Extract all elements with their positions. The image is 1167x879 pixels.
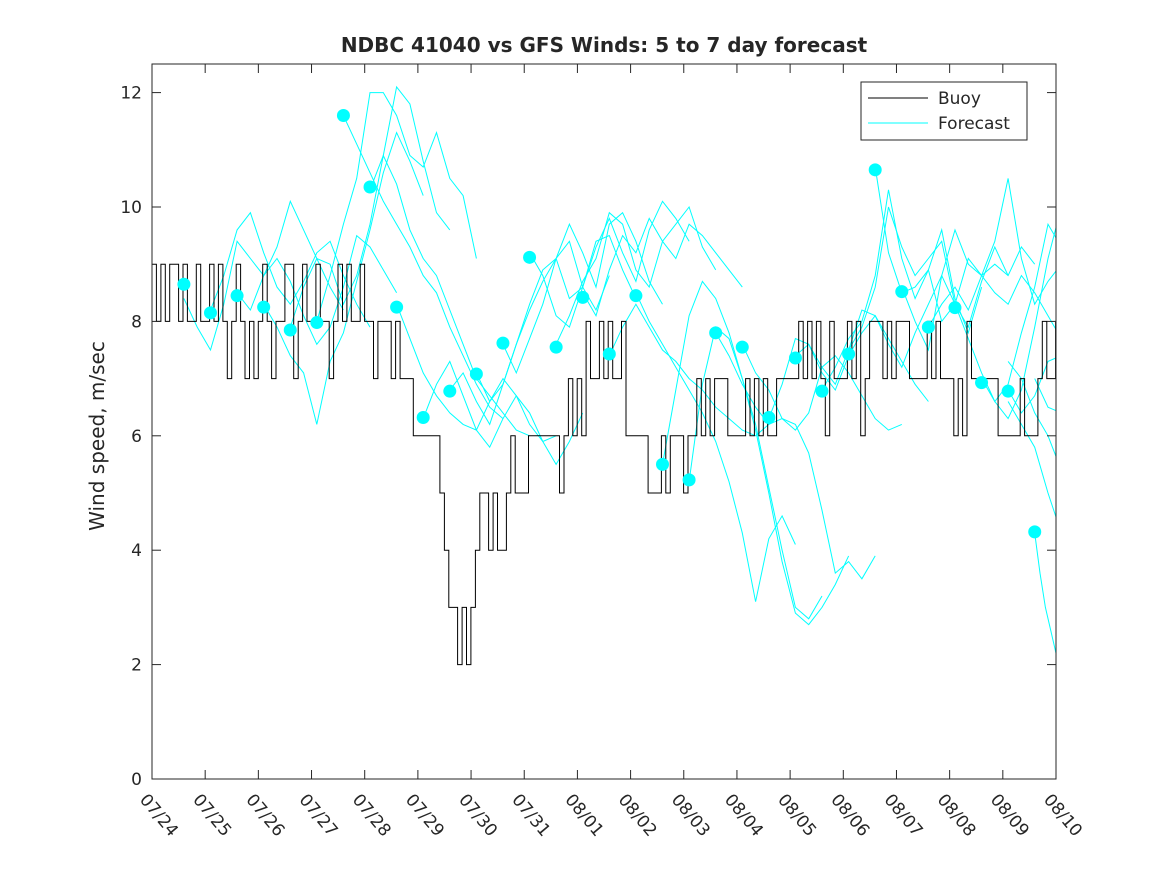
forecast-marker-11 [443,384,457,398]
forecast-marker-19 [655,457,669,471]
forecast-marker-13 [496,336,510,350]
forecast-line-24 [795,274,956,392]
forecast-line-4 [263,131,424,425]
forecast-marker-18 [629,289,643,303]
forecast-line-2 [210,211,371,328]
forecast-line-25 [821,189,983,391]
forecast-line-36 [1034,532,1056,655]
forecast-line-29 [927,178,1056,328]
forecast-marker-12 [469,367,483,381]
forecast-marker-30 [948,301,962,315]
forecast-marker-22 [735,340,749,354]
forecast-line-21 [715,332,876,580]
forecast-marker-28 [895,285,909,299]
axes-box [151,63,1057,780]
forecast-marker-10 [416,410,430,424]
forecast-marker-20 [682,473,696,487]
forecast-line-34 [1007,361,1056,458]
y-tick-label: 4 [131,541,142,561]
forecast-marker-32 [1001,384,1015,398]
forecast-marker-21 [709,326,723,340]
forecast-marker-25 [815,384,829,398]
y-tick-label: 0 [131,770,142,790]
y-tick-label: 12 [120,84,142,104]
buoy-line [152,263,1056,666]
y-axis-label: Wind speed, m/sec [85,341,109,531]
forecast-line-18 [635,292,796,602]
y-tick-label: 6 [131,427,142,447]
forecast-marker-17 [602,347,616,361]
forecast-marker-9 [390,300,404,314]
y-tick-label: 10 [120,198,142,218]
forecast-line-14 [529,200,690,328]
forecast-line-31 [981,225,1056,420]
forecast-line-7 [342,115,504,419]
legend-box [860,81,1028,141]
forecast-marker-23 [762,410,776,424]
forecast-marker-5 [283,323,297,337]
forecast-line-26 [848,206,1009,351]
forecast-marker-26 [842,347,856,361]
forecast-marker-24 [788,351,802,365]
legend-buoy-label: Buoy [938,89,981,109]
forecast-line-10 [422,360,584,466]
forecast-marker-29 [921,320,935,334]
forecast-marker-16 [576,290,590,304]
forecast-marker-6 [310,316,324,330]
forecast-line-17 [608,303,770,437]
forecast-line-35 [1007,401,1056,519]
legend-forecast-label: Forecast [938,114,1010,134]
plot-area [152,85,1056,666]
forecast-marker-4 [257,300,271,314]
forecast-marker-8 [363,180,377,194]
forecast-marker-2 [203,306,217,320]
forecast-marker-31 [975,376,989,390]
y-tick-label: 8 [131,312,142,332]
forecast-line-5 [289,85,451,328]
forecast-marker-7 [336,108,350,122]
forecast-marker-33 [1028,525,1042,539]
forecast-marker-15 [549,340,563,354]
chart-title: NDBC 41040 vs GFS Winds: 5 to 7 day fore… [341,33,868,57]
forecast-line-15 [555,205,717,345]
forecast-marker-3 [230,289,244,303]
forecast-line-6 [316,92,477,322]
forecast-line-13 [502,211,663,375]
y-tick-label: 2 [131,656,142,676]
forecast-marker-1 [177,277,191,291]
forecast-marker-14 [523,250,537,264]
forecast-marker-27 [868,163,882,177]
forecast-line-30 [954,222,1056,403]
forecast-line-3 [236,234,398,346]
forecast-line-16 [582,217,743,317]
legend: Buoy Forecast [860,81,1028,141]
forecast-line-8 [369,154,530,437]
